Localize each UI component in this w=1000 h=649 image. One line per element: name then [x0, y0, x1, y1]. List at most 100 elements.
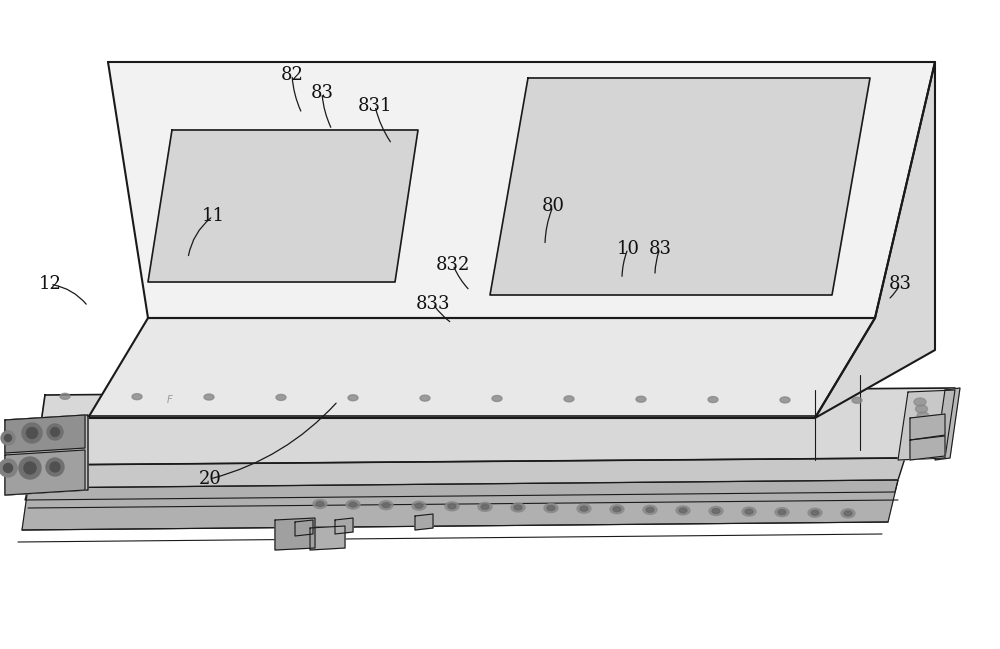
Ellipse shape [547, 506, 555, 511]
Ellipse shape [775, 508, 789, 517]
Ellipse shape [511, 503, 525, 512]
Polygon shape [490, 78, 870, 295]
Circle shape [5, 434, 12, 441]
Polygon shape [25, 480, 898, 500]
Ellipse shape [204, 394, 214, 400]
Text: 20: 20 [199, 470, 221, 488]
Ellipse shape [448, 504, 456, 509]
Text: 11: 11 [202, 207, 224, 225]
Ellipse shape [379, 500, 393, 509]
Ellipse shape [349, 502, 357, 507]
Ellipse shape [643, 506, 657, 514]
Ellipse shape [916, 405, 928, 413]
Ellipse shape [276, 395, 286, 400]
Ellipse shape [811, 510, 819, 515]
Ellipse shape [841, 509, 855, 518]
Polygon shape [5, 415, 88, 495]
Ellipse shape [313, 500, 327, 509]
Ellipse shape [492, 395, 502, 402]
Ellipse shape [778, 509, 786, 515]
Ellipse shape [780, 397, 790, 403]
Circle shape [50, 462, 60, 472]
Ellipse shape [808, 508, 822, 517]
Ellipse shape [914, 398, 926, 406]
Ellipse shape [346, 500, 360, 509]
Polygon shape [35, 388, 955, 465]
Polygon shape [5, 450, 85, 495]
Circle shape [24, 462, 36, 474]
Polygon shape [275, 518, 315, 550]
Circle shape [0, 459, 17, 477]
Polygon shape [148, 130, 418, 282]
Ellipse shape [923, 440, 935, 448]
Polygon shape [88, 318, 875, 418]
Polygon shape [815, 62, 935, 418]
Ellipse shape [415, 503, 423, 508]
Ellipse shape [132, 394, 142, 400]
Circle shape [22, 423, 42, 443]
Ellipse shape [577, 504, 591, 513]
Ellipse shape [852, 397, 862, 403]
Ellipse shape [420, 395, 430, 401]
Ellipse shape [844, 511, 852, 516]
Ellipse shape [610, 505, 624, 514]
Text: F: F [167, 395, 173, 405]
Ellipse shape [412, 501, 426, 510]
Text: 83: 83 [310, 84, 334, 102]
Ellipse shape [478, 502, 492, 511]
Ellipse shape [712, 508, 720, 513]
Ellipse shape [348, 395, 358, 401]
Polygon shape [335, 518, 353, 534]
Ellipse shape [613, 507, 621, 512]
Ellipse shape [564, 396, 574, 402]
Circle shape [4, 463, 12, 472]
Ellipse shape [709, 506, 723, 515]
Ellipse shape [636, 396, 646, 402]
Circle shape [47, 424, 63, 440]
Text: 83: 83 [889, 275, 912, 293]
Circle shape [26, 428, 38, 439]
Polygon shape [415, 514, 433, 530]
Text: 833: 833 [416, 295, 450, 313]
Polygon shape [108, 62, 935, 318]
Text: 832: 832 [436, 256, 470, 274]
Text: 83: 83 [648, 239, 672, 258]
Text: 82: 82 [281, 66, 303, 84]
Polygon shape [310, 526, 345, 550]
Ellipse shape [481, 504, 489, 509]
Ellipse shape [445, 502, 459, 511]
Ellipse shape [60, 393, 70, 399]
Ellipse shape [544, 504, 558, 513]
Circle shape [1, 431, 15, 445]
Polygon shape [935, 388, 960, 460]
Ellipse shape [745, 509, 753, 514]
Polygon shape [28, 458, 905, 488]
Polygon shape [5, 415, 85, 453]
Ellipse shape [708, 397, 718, 402]
Ellipse shape [580, 506, 588, 511]
Circle shape [19, 457, 41, 479]
Text: 10: 10 [616, 239, 640, 258]
Polygon shape [910, 414, 945, 440]
Text: 831: 831 [358, 97, 392, 115]
Ellipse shape [646, 508, 654, 512]
Polygon shape [910, 436, 945, 460]
Ellipse shape [742, 507, 756, 516]
Circle shape [46, 458, 64, 476]
Ellipse shape [918, 419, 930, 427]
Ellipse shape [917, 412, 929, 420]
Circle shape [51, 428, 59, 436]
Ellipse shape [920, 426, 932, 434]
Polygon shape [22, 480, 898, 530]
Polygon shape [295, 520, 313, 536]
Ellipse shape [316, 502, 324, 506]
Text: 12: 12 [39, 275, 61, 293]
Polygon shape [898, 390, 955, 460]
Ellipse shape [922, 433, 934, 441]
Text: 80: 80 [542, 197, 564, 215]
Ellipse shape [514, 505, 522, 510]
Ellipse shape [679, 508, 687, 513]
Ellipse shape [924, 447, 936, 455]
Ellipse shape [676, 506, 690, 515]
Ellipse shape [382, 503, 390, 508]
